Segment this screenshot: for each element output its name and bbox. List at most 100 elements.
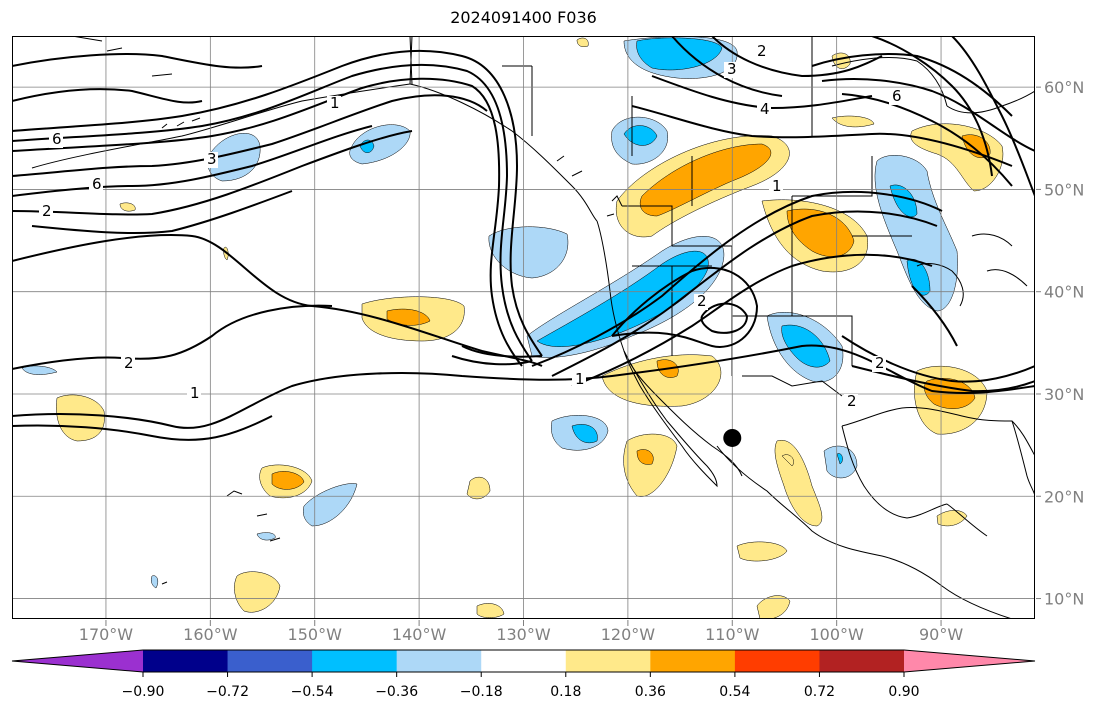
location-marker [723,428,742,447]
coastline [742,375,843,397]
coastline [556,155,623,217]
height-contour-layer [12,36,1035,441]
anomaly-fill-region [234,571,281,613]
colorbar-tick-label: −0.36 [375,684,418,700]
contour-label: 2 [42,202,52,220]
contour-label: 2 [124,354,134,372]
colorbar-below-extension [12,650,143,672]
anomaly-fill-region [831,115,875,128]
contour-label-bg [204,152,218,168]
height-contour [821,78,1035,152]
lat-tick-label: 60°N [1044,78,1084,97]
anomaly-fill-region [271,471,305,490]
height-contour [671,36,783,97]
contour-label: 6 [52,130,62,148]
anomaly-fill-region [836,453,843,465]
lat-tick-label: 50°N [1044,180,1084,199]
colorbar-tick-label: −0.72 [206,684,249,700]
height-contour [12,304,333,370]
anomaly-fill-region [536,250,709,347]
latitude-labels: 60°N 50°N 40°N 30°N 20°N 10°N [1036,78,1084,609]
contour-label: 2 [757,42,767,60]
colorbar-bin [565,650,651,672]
contour-label-bg [39,204,53,220]
height-contour [451,355,533,366]
height-contour [31,190,293,235]
coastline [596,220,743,477]
map-plot: 6 3 6 1 2 2 1 1 2 2 1 4 6 2 3 2 [12,36,1035,619]
height-contour [12,125,373,197]
lat-tick-label: 10°N [1044,590,1084,609]
anomaly-fill-region [636,449,654,465]
anomaly-fill-region [476,603,505,618]
height-contour [651,75,873,110]
anomaly-fill-region [889,184,918,218]
colorbar-above-extension [904,650,1035,672]
anomaly-fill-region [466,476,491,500]
anomaly-fill-region [207,133,261,182]
height-contour [12,49,543,357]
contour-label-bg [327,96,341,112]
lon-tick-label: 150°W [288,625,343,644]
coastline [71,36,201,129]
contour-label: 2 [847,392,857,410]
anomaly-fill-region [303,483,358,527]
height-contour [12,234,543,367]
lon-tick-label: 140°W [392,625,447,644]
coastline [31,36,413,169]
lon-tick-label: 90°W [919,625,963,644]
coastline [986,269,1028,287]
contour-label: 2 [697,292,707,310]
contour-label-bg [121,356,135,372]
height-contour [531,191,943,367]
colorbar-tick-label: 0.72 [804,684,835,700]
colorbar-tick-label: 0.18 [550,684,581,700]
lon-tick-label: 170°W [79,625,134,644]
height-contour [571,253,933,387]
height-contour [851,365,1035,393]
coastline [1011,420,1035,497]
anomaly-fill-region [56,394,105,442]
coastline [716,445,1013,619]
colorbar-bin [396,650,482,672]
height-contour [12,344,1035,429]
height-contour [711,36,883,78]
height-contour [12,88,203,104]
colorbar-bin [819,650,905,672]
height-contour [871,36,993,177]
contour-label-bg [889,89,903,105]
contour-label: 2 [875,354,885,372]
height-contour [12,53,263,69]
contour-label: 4 [760,100,770,118]
colorbar-bin [143,650,229,672]
height-contour [700,302,749,334]
colorbar-bin [312,650,398,672]
contour-label: 3 [727,60,737,78]
height-contour [461,345,543,358]
anomaly-fill-region [786,208,855,257]
contour-label-bg [572,372,586,388]
contour-label-bg [872,356,886,372]
height-contour [811,53,1013,117]
lon-tick-label: 100°W [809,625,864,644]
anomaly-fill-region [623,433,678,497]
coastline [161,490,281,585]
contour-label-bg [757,102,771,118]
anomaly-fill-region [781,454,794,467]
height-contour [551,210,938,377]
lon-tick-label: 120°W [601,625,656,644]
contour-label: 3 [207,150,217,168]
contour-label: 1 [330,94,340,112]
longitude-axis: 170°W 160°W 150°W 140°W 130°W 120°W 110°W 100°W… [79,620,963,644]
height-contour [911,285,958,347]
anomaly-fill-region [256,532,276,541]
height-contour [951,36,1035,197]
contour-label-bg [187,386,201,402]
anomaly-fill-region [576,37,589,47]
coastline [409,36,413,85]
colorbar-bin [227,650,313,672]
contour-label: 6 [892,87,902,105]
lat-lon-gridlines [12,36,1035,619]
contour-label-bg [769,179,783,195]
colorbar-tick-label: −0.90 [122,684,165,700]
